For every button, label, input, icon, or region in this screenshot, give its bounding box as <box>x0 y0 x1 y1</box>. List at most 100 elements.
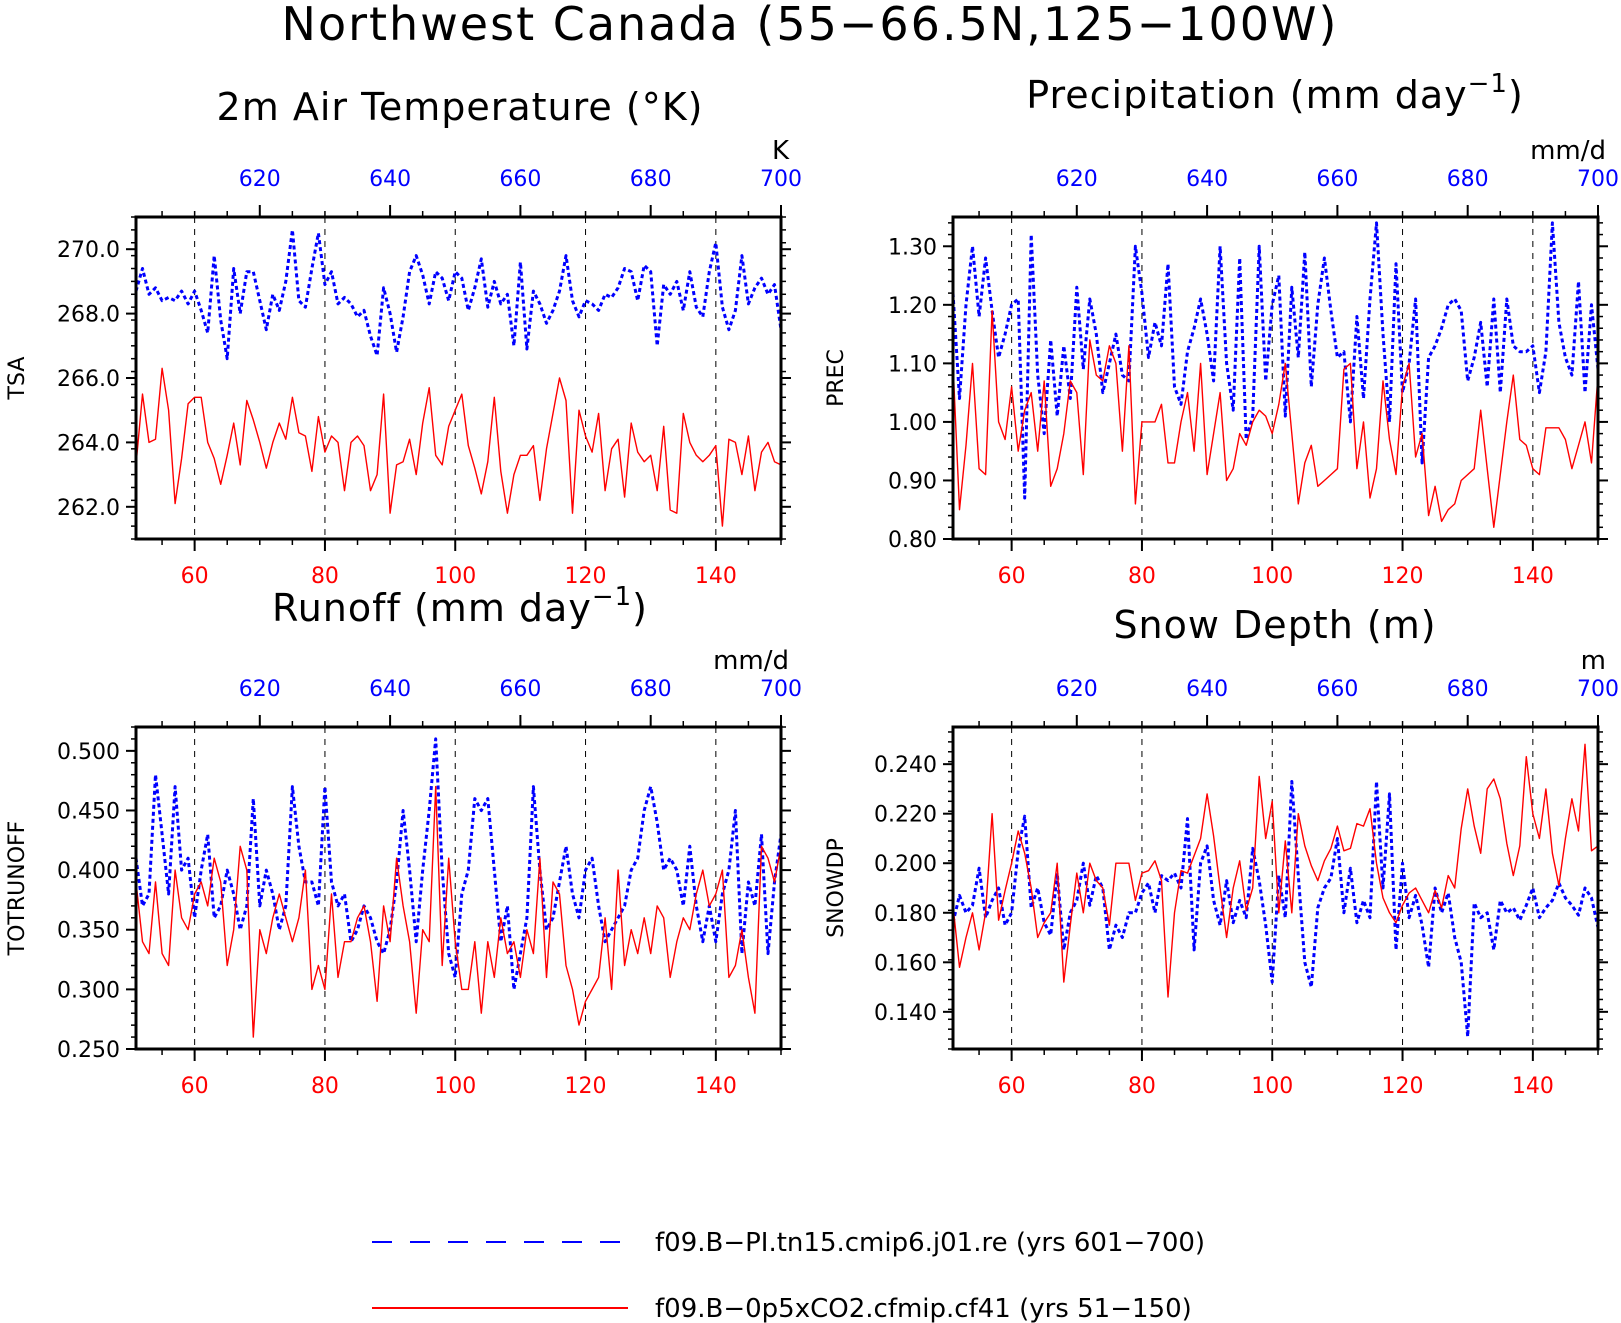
x-tick-label-bottom: 140 <box>1512 1074 1554 1099</box>
panel-4: Snow Depth (m) m SNOWDP 0.140 0.160 0.180 0.20… <box>824 603 1619 1099</box>
x-tick-label-bottom: 100 <box>1251 564 1293 589</box>
y-tick-label: 0.140 <box>874 1001 937 1026</box>
panel-title-sup: −1 <box>592 582 632 612</box>
y-tick-label: 1.20 <box>888 294 937 319</box>
x-tick-label-bottom: 80 <box>311 1074 339 1099</box>
x-tick-label-bottom: 60 <box>181 1074 209 1099</box>
y-tick-label: 1.10 <box>888 352 937 377</box>
series-line-0p5xco2 <box>952 743 1599 998</box>
legend-label-0p5xco2: f09.B−0p5xCO2.cfmip.cf41 (yrs 51−150) <box>655 1294 1192 1323</box>
x-tick-label-top: 680 <box>1447 677 1489 702</box>
x-tick-label-bottom: 60 <box>998 564 1026 589</box>
y-tick-label: 262.0 <box>57 496 120 521</box>
x-tick-label-top: 680 <box>630 677 672 702</box>
y-tick-label: 0.400 <box>57 859 120 884</box>
x-tick-label-top: 620 <box>239 677 281 702</box>
y-axis-label: PREC <box>824 349 849 407</box>
units-label: m <box>1581 646 1606 676</box>
units-label: mm/d <box>713 646 789 676</box>
x-tick-label-top: 660 <box>499 167 541 192</box>
x-tick-label-top: 700 <box>1577 677 1619 702</box>
y-tick-label: 264.0 <box>57 431 120 456</box>
figure-title: Northwest Canada (55−66.5N,125−100W) <box>282 0 1339 51</box>
x-tick-label-bottom: 100 <box>434 1074 476 1099</box>
y-tick-label: 0.220 <box>874 803 937 828</box>
y-tick-label: 0.350 <box>57 919 120 944</box>
series-line-pi <box>134 228 783 361</box>
y-tick-label: 0.160 <box>874 951 937 976</box>
y-axis-label: SNOWDP <box>824 838 849 938</box>
x-tick-label-bottom: 60 <box>181 564 209 589</box>
x-tick-label-top: 620 <box>1056 677 1098 702</box>
units-label: mm/d <box>1530 136 1606 166</box>
x-tick-label-top: 680 <box>630 167 672 192</box>
legend: f09.B−PI.tn15.cmip6.j01.re (yrs 601−700)… <box>372 1228 1205 1323</box>
y-tick-label: 266.0 <box>57 367 120 392</box>
panel-title: Runoff (mm day−1) <box>272 582 648 630</box>
x-tick-label-bottom: 100 <box>1251 1074 1293 1099</box>
x-tick-label-bottom: 80 <box>1128 1074 1156 1099</box>
y-tick-label: 0.250 <box>57 1038 120 1063</box>
x-tick-label-bottom: 120 <box>1382 1074 1424 1099</box>
panel-title-text: Snow Depth (m) <box>1113 603 1436 647</box>
x-tick-label-bottom: 80 <box>311 564 339 589</box>
series-line-pi <box>134 737 783 991</box>
panel-1: 2m Air Temperature (°K) K TSA 262.0 264.0 266… <box>5 85 802 589</box>
y-tick-label: 1.30 <box>888 235 937 260</box>
y-tick-label: 0.200 <box>874 852 937 877</box>
panel-title-sup: −1 <box>1468 69 1508 99</box>
y-axis-label: TOTRUNOFF <box>5 821 30 957</box>
x-tick-label-bottom: 140 <box>1512 564 1554 589</box>
x-tick-label-top: 700 <box>760 167 802 192</box>
panel-3: Runoff (mm day−1) mm/d TOTRUNOFF 0.250 0.300… <box>5 582 802 1099</box>
x-tick-label-top: 680 <box>1447 167 1489 192</box>
panel-title-text: Precipitation (mm day <box>1026 73 1467 117</box>
y-tick-label: 270.0 <box>57 238 120 263</box>
x-tick-label-bottom: 120 <box>565 1074 607 1099</box>
y-tick-label: 268.0 <box>57 303 120 328</box>
y-axis-label: TSA <box>5 357 30 401</box>
plot-frame <box>134 215 783 541</box>
x-tick-label-top: 700 <box>1577 167 1619 192</box>
x-tick-label-bottom: 60 <box>998 1074 1026 1099</box>
y-tick-label: 0.500 <box>57 740 120 765</box>
units-label: K <box>772 136 790 166</box>
x-tick-label-bottom: 140 <box>695 564 737 589</box>
x-tick-label-top: 620 <box>1056 167 1098 192</box>
plot-frame <box>134 725 783 1051</box>
y-tick-label: 0.240 <box>874 753 937 778</box>
x-tick-label-top: 640 <box>369 167 411 192</box>
y-tick-label: 0.90 <box>888 469 937 494</box>
x-tick-label-top: 700 <box>760 677 802 702</box>
y-tick-label: 1.00 <box>888 411 937 436</box>
panel-title-text: Runoff (mm day <box>272 586 592 630</box>
y-tick-label: 0.300 <box>57 978 120 1003</box>
x-tick-label-bottom: 140 <box>695 1074 737 1099</box>
x-tick-label-top: 620 <box>239 167 281 192</box>
x-tick-label-top: 640 <box>1186 167 1228 192</box>
x-tick-label-bottom: 120 <box>565 564 607 589</box>
plot-frame <box>951 215 1600 541</box>
x-tick-label-top: 640 <box>1186 677 1228 702</box>
plot-frame <box>951 725 1600 1051</box>
x-tick-label-top: 660 <box>1316 677 1358 702</box>
y-tick-label: 0.80 <box>888 528 937 553</box>
x-tick-label-bottom: 120 <box>1382 564 1424 589</box>
x-tick-label-top: 660 <box>499 677 541 702</box>
series-line-0p5xco2 <box>135 367 782 527</box>
x-tick-label-bottom: 100 <box>434 564 476 589</box>
panel-2: Precipitation (mm day−1)mm/d PREC 0.80 0.90… <box>824 69 1619 589</box>
y-tick-label: 0.180 <box>874 902 937 927</box>
panel-title-end: ) <box>1508 73 1524 117</box>
y-tick-label: 0.450 <box>57 799 120 824</box>
panel-title: Precipitation (mm day−1) <box>1026 69 1524 117</box>
series-line-pi <box>951 221 1600 500</box>
x-tick-label-bottom: 80 <box>1128 564 1156 589</box>
panel-title-end: ) <box>632 586 648 630</box>
x-tick-label-top: 640 <box>369 677 411 702</box>
series-line-0p5xco2 <box>135 785 782 1038</box>
panel-title: 2m Air Temperature (°K) <box>217 85 704 129</box>
legend-label-pi: f09.B−PI.tn15.cmip6.j01.re (yrs 601−700) <box>655 1228 1205 1258</box>
panel-title-text: 2m Air Temperature (°K) <box>217 85 704 129</box>
